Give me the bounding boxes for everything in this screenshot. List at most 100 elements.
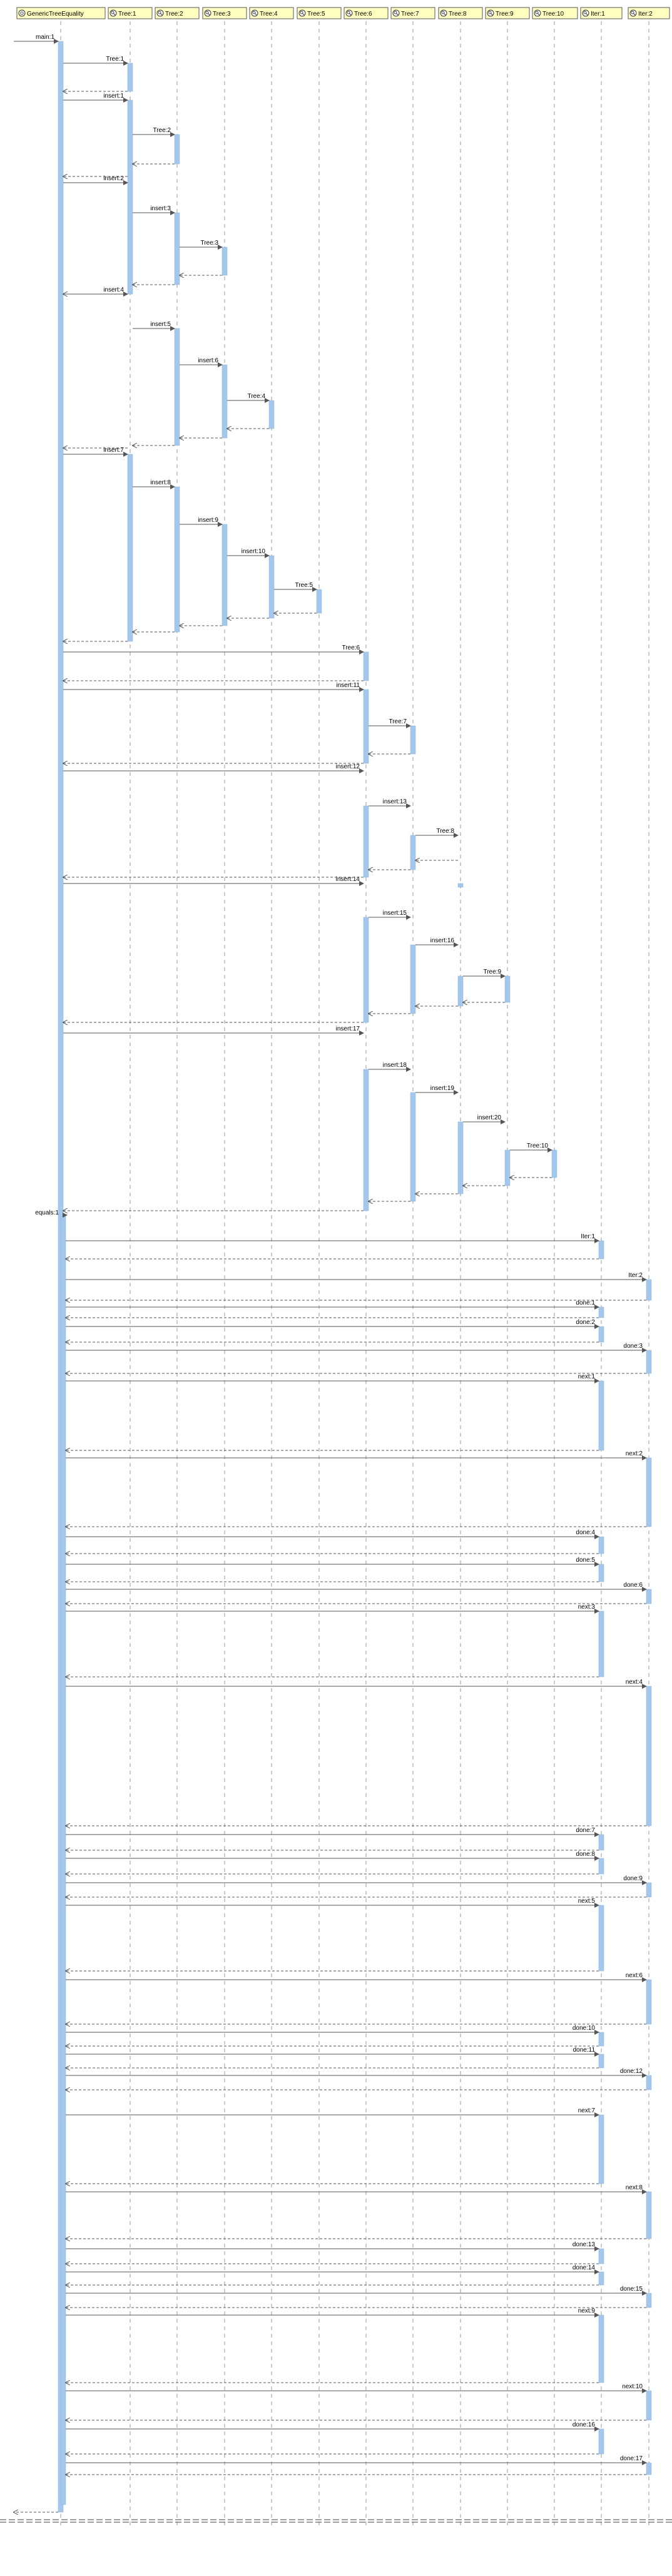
message-done-5: done:5 xyxy=(66,1557,599,1567)
activation-bar xyxy=(268,400,275,429)
message-done-12: done:12 xyxy=(66,2068,647,2078)
message-insert-16: insert:16 xyxy=(415,937,459,947)
message-Tree-4: Tree:4 xyxy=(227,393,270,403)
participant-t8[interactable]: Tree:8 xyxy=(438,7,483,19)
activation-bar xyxy=(646,1279,652,1301)
object-icon xyxy=(109,9,117,17)
participant-label: Tree:10 xyxy=(542,11,564,18)
activation-bar xyxy=(363,917,369,1023)
participant-label: Tree:1 xyxy=(118,11,136,18)
message-label: insert:17 xyxy=(336,1026,360,1032)
activation-bar xyxy=(598,1536,604,1554)
message-insert-5: insert:5 xyxy=(133,321,175,331)
activations xyxy=(58,41,652,2513)
message-Iter-2: Iter:2 xyxy=(66,1272,647,1282)
participant-t4[interactable]: Tree:4 xyxy=(249,7,294,19)
message-insert-19: insert:19 xyxy=(415,1085,459,1095)
message-done-11: done:11 xyxy=(66,2047,599,2057)
message-insert-6: insert:6 xyxy=(180,357,223,367)
activation-bar xyxy=(457,1121,464,1194)
message-label: insert:18 xyxy=(383,1062,407,1069)
message-done-7: done:7 xyxy=(66,1827,599,1837)
message-Tree-10: Tree:10 xyxy=(510,1143,552,1153)
message-main-1: main:1 xyxy=(14,34,59,44)
activation-bar xyxy=(174,134,180,165)
message-label: main:1 xyxy=(36,34,54,41)
message-insert-12: insert:12 xyxy=(63,763,364,773)
participant-t6[interactable]: Tree:6 xyxy=(344,7,389,19)
object-icon xyxy=(156,9,164,17)
message-label: Tree:8 xyxy=(436,828,454,835)
message-label: insert:19 xyxy=(430,1085,455,1092)
message-label: insert:8 xyxy=(150,479,171,486)
message-insert-13: insert:13 xyxy=(369,798,411,808)
message-label: Iter:1 xyxy=(581,1233,595,1240)
message-insert-15: insert:15 xyxy=(369,910,411,920)
message-label: done:4 xyxy=(576,1529,595,1536)
participant-label: Iter:2 xyxy=(638,11,653,18)
participant-gte[interactable]: GenericTreeEquality xyxy=(16,7,106,19)
activation-bar xyxy=(174,212,180,285)
activation-bar xyxy=(598,1306,604,1318)
message-label: done:10 xyxy=(573,2025,596,2032)
activation-bar xyxy=(646,1457,652,1527)
participant-label: Tree:4 xyxy=(260,11,278,18)
message-label: insert:16 xyxy=(430,937,455,944)
message-insert-8: insert:8 xyxy=(133,479,175,489)
participant-it1[interactable]: Iter:1 xyxy=(580,7,623,19)
activation-bar xyxy=(598,1380,604,1451)
message-done-10: done:10 xyxy=(66,2025,599,2035)
activation-bar xyxy=(363,1069,369,1211)
message-label: insert:5 xyxy=(150,321,171,328)
activation-bar xyxy=(127,63,133,92)
message-label: Tree:5 xyxy=(295,582,313,589)
participant-t5[interactable]: Tree:5 xyxy=(297,7,342,19)
participants: GenericTreeEquality Tree:1 Tree:2 Tree:3 Tre… xyxy=(16,7,670,19)
participant-t7[interactable]: Tree:7 xyxy=(390,7,435,19)
message-insert-17: insert:17 xyxy=(63,1026,364,1036)
activation-bar xyxy=(598,1564,604,1582)
activation-bar xyxy=(127,454,133,642)
message-done-6: done:6 xyxy=(66,1582,647,1592)
message-next-4: next:4 xyxy=(66,1679,647,1689)
message-next-1: next:1 xyxy=(66,1373,599,1383)
activation-bar xyxy=(598,2054,604,2069)
participant-label: Tree:5 xyxy=(307,11,325,18)
message-done-2: done:2 xyxy=(66,1319,599,1329)
activation-bar xyxy=(410,1092,416,1202)
activation-bar xyxy=(410,725,416,755)
participant-t10[interactable]: Tree:10 xyxy=(532,7,578,19)
object-icon xyxy=(345,9,353,17)
message-Tree-2: Tree:2 xyxy=(133,127,175,137)
activation-bar xyxy=(127,99,133,295)
participant-t1[interactable]: Tree:1 xyxy=(108,7,153,19)
activation-bar xyxy=(646,1350,652,1374)
activation-bar xyxy=(268,555,275,619)
participant-label: Iter:1 xyxy=(591,11,605,18)
message-label: insert:2 xyxy=(103,175,124,182)
participant-t9[interactable]: Tree:9 xyxy=(485,7,530,19)
activation-bar xyxy=(646,1686,652,1826)
activation-bar xyxy=(646,2462,652,2475)
participant-label: Tree:7 xyxy=(401,11,419,18)
object-icon xyxy=(487,9,494,17)
message-label: done:8 xyxy=(576,1851,595,1858)
message-label: insert:3 xyxy=(150,205,171,212)
message-label: done:12 xyxy=(620,2068,643,2075)
message-next-7: next:7 xyxy=(66,2107,599,2117)
activation-bar xyxy=(598,2114,604,2184)
object-icon xyxy=(440,9,447,17)
message-Iter-1: Iter:1 xyxy=(66,1233,599,1243)
lifelines xyxy=(60,21,649,2528)
activation-bar xyxy=(598,1326,604,1343)
message-label: insert:9 xyxy=(198,517,218,524)
participant-t3[interactable]: Tree:3 xyxy=(202,7,247,19)
message-done-3: done:3 xyxy=(66,1343,647,1353)
message-done-16: done:16 xyxy=(66,2421,599,2431)
participant-t2[interactable]: Tree:2 xyxy=(155,7,200,19)
activation-bar xyxy=(363,689,369,764)
participant-it2[interactable]: Iter:2 xyxy=(628,7,670,19)
message-next-9: next:9 xyxy=(66,2308,599,2318)
activation-bar xyxy=(646,1589,652,1604)
message-label: done:17 xyxy=(620,2455,643,2462)
